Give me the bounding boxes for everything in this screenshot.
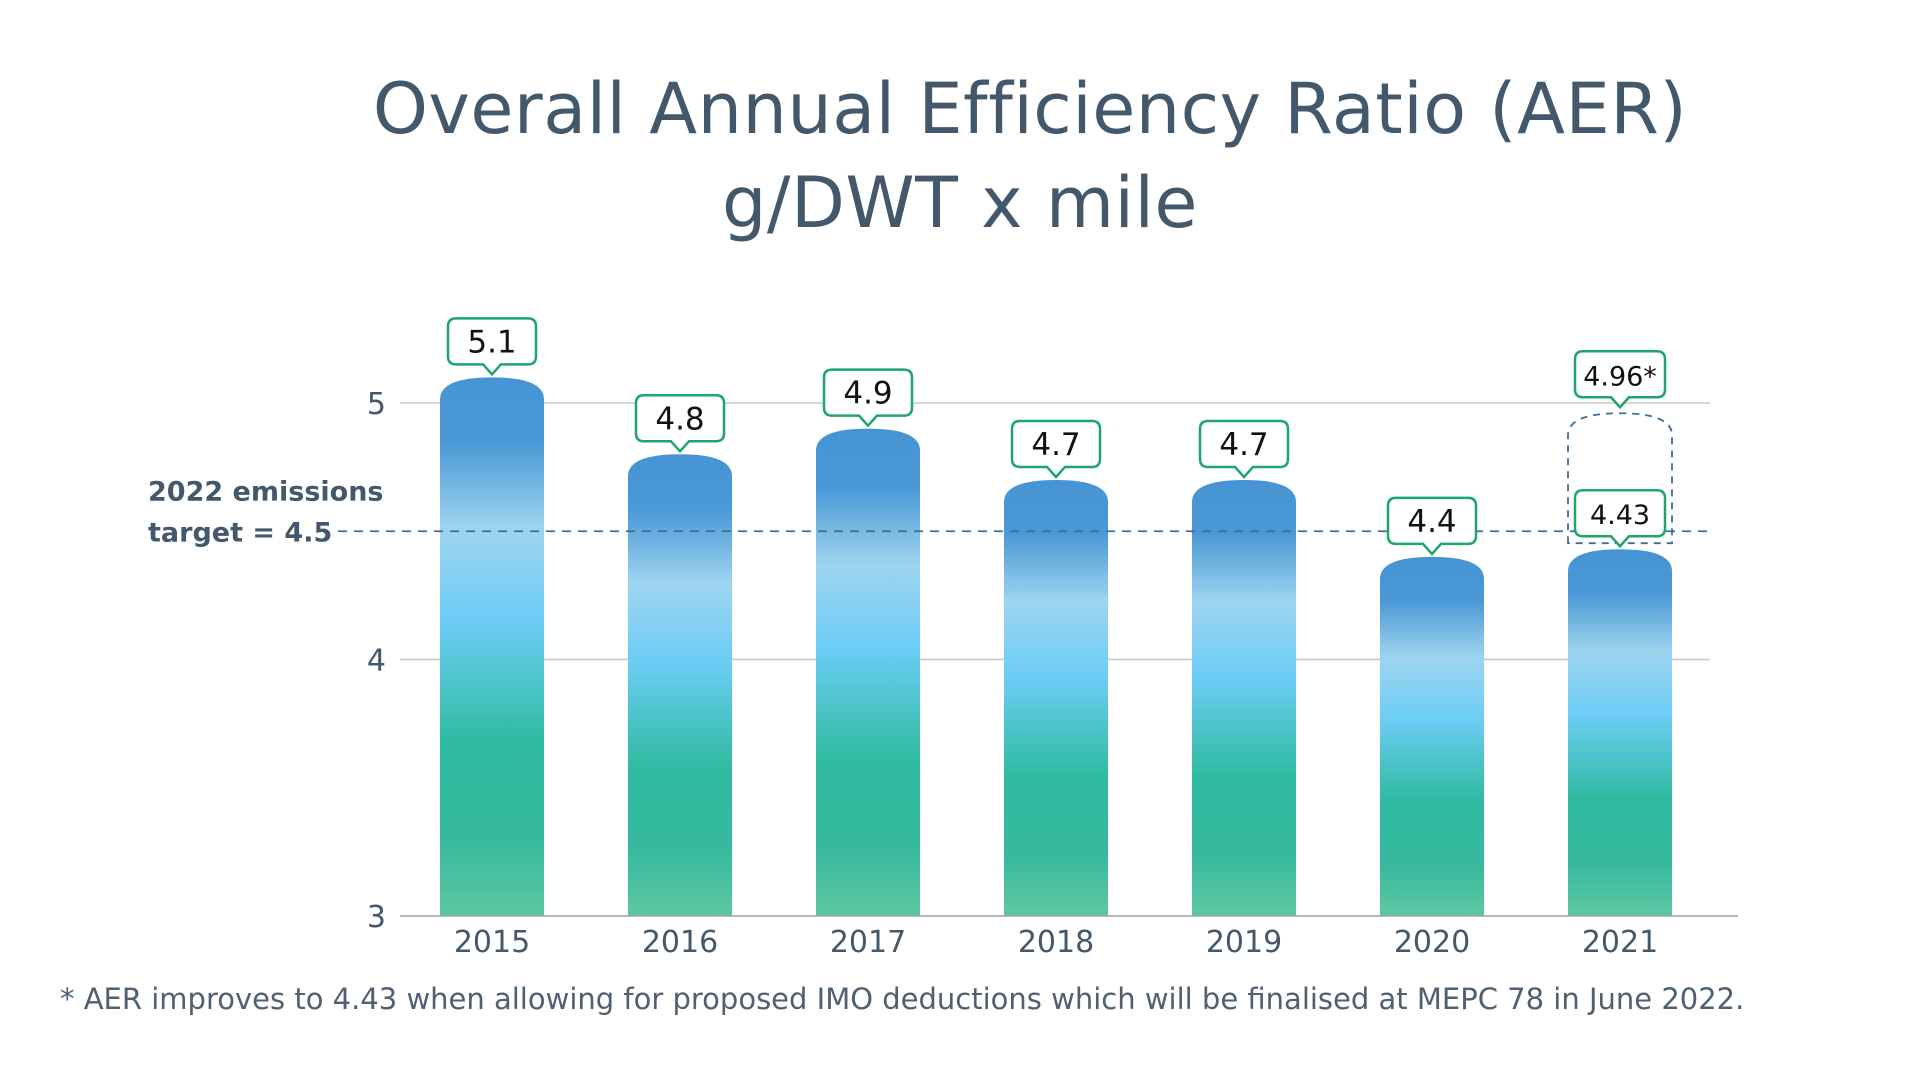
chart-title-line-2: g/DWT x mile — [722, 162, 1198, 244]
projected-bar-2021-outline — [1567, 412, 1673, 545]
data-label-2018: 4.7 — [1010, 419, 1102, 479]
bar-2015 — [440, 377, 544, 917]
x-tick-label: 2021 — [1582, 925, 1658, 960]
data-label-2019-text: 4.7 — [1219, 427, 1268, 463]
labels-layer: 5.1 4.8 4.9 4.7 4.7 4.4 4.43 4.96* — [446, 317, 1667, 556]
data-label-2020: 4.4 — [1386, 496, 1478, 556]
data-label-2016: 4.8 — [634, 394, 726, 454]
data-label-2021-projected-box — [1573, 350, 1667, 410]
data-label-2021-projected-text: 4.96* — [1583, 361, 1657, 392]
bar-2016 — [628, 454, 732, 916]
y-tick-label: 4 — [367, 644, 386, 679]
data-label-2021-projected: 4.96* — [1573, 350, 1667, 410]
data-label-2017-text: 4.9 — [843, 376, 892, 412]
y-tick-label: 3 — [367, 900, 386, 935]
target-label-line-1: 2022 emissions — [148, 476, 384, 507]
data-label-2018-text: 4.7 — [1031, 427, 1080, 463]
y-tick-label: 5 — [367, 387, 386, 422]
footnote: * AER improves to 4.43 when allowing for… — [60, 982, 1745, 1016]
target-layer: 2022 emissions target = 4.5 — [148, 412, 1710, 548]
data-label-2016-text: 4.8 — [655, 401, 704, 437]
data-label-2017-box — [822, 368, 914, 428]
axis-layer: 3 4 5 2015 2016 2017 2018 2019 2020 2021 — [367, 387, 1738, 960]
x-tick-label: 2020 — [1394, 925, 1470, 960]
data-label-2021-text: 4.43 — [1590, 500, 1650, 531]
x-tick-label: 2018 — [1018, 925, 1094, 960]
data-label-2015: 5.1 — [446, 317, 538, 377]
chart-title: Overall Annual Efficiency Ratio (AER) g/… — [0, 62, 1920, 250]
data-label-2018-box — [1010, 419, 1102, 479]
data-label-2019: 4.7 — [1198, 419, 1290, 479]
data-label-2021: 4.43 — [1573, 488, 1667, 549]
bar-2019 — [1192, 479, 1296, 916]
x-tick-label: 2017 — [830, 925, 906, 960]
bar-2017 — [816, 428, 920, 916]
x-tick-label: 2019 — [1206, 925, 1282, 960]
data-label-2015-text: 5.1 — [467, 324, 516, 360]
bar-2018 — [1004, 479, 1108, 916]
data-label-2016-box — [634, 394, 726, 454]
x-tick-label: 2015 — [454, 925, 530, 960]
chart-title-line-1: Overall Annual Efficiency Ratio (AER) — [372, 68, 1688, 150]
data-label-2021-box — [1573, 488, 1667, 549]
data-label-2019-box — [1198, 419, 1290, 479]
bar-2021 — [1568, 549, 1672, 916]
data-label-2020-text: 4.4 — [1407, 504, 1456, 540]
bars-layer — [440, 377, 1672, 917]
data-label-2020-box — [1386, 496, 1478, 556]
data-label-2015-box — [446, 317, 538, 377]
x-tick-label: 2016 — [642, 925, 718, 960]
data-label-2017: 4.9 — [822, 368, 914, 428]
target-label-line-2: target = 4.5 — [148, 517, 332, 548]
bar-2020 — [1380, 556, 1484, 916]
